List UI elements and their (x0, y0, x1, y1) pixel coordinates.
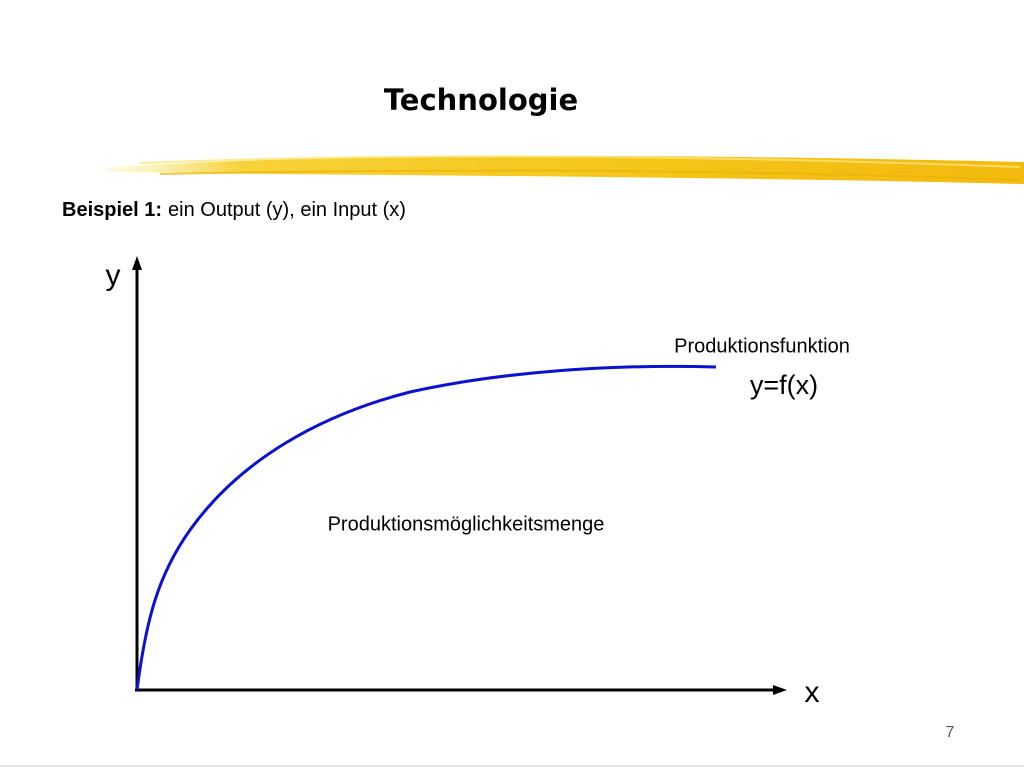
curve-label: Produktionsfunktion (674, 335, 850, 357)
curve-formula: y=f(x) (750, 370, 818, 400)
brush-shadow (159, 169, 1021, 181)
slide-title: Technologie (384, 83, 578, 117)
y-axis-label: y (106, 259, 121, 292)
x-arrow (773, 685, 787, 695)
production-curve (135, 364, 717, 691)
y-arrow (132, 256, 142, 270)
x-axis-label: x (805, 676, 820, 709)
page-number: 7 (946, 724, 955, 741)
subtitle-text: ein Output (y), ein Input (x) (168, 199, 406, 221)
subtitle-bold: Beispiel 1: (62, 199, 162, 221)
brush-highlight (139, 155, 1021, 168)
brush-stroke (100, 155, 1024, 184)
area-label: Produktionsmöglichkeitsmenge (328, 513, 605, 535)
subtitle: Beispiel 1: ein Output (y), ein Input (x) (62, 199, 406, 221)
